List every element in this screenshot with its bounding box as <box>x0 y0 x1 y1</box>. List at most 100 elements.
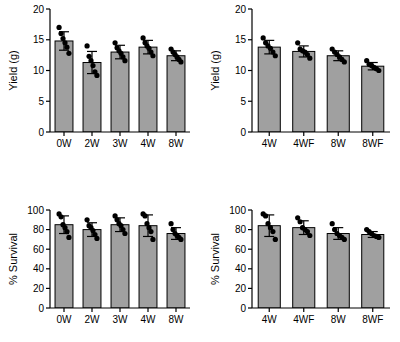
error-cap <box>299 234 309 235</box>
error-cap <box>143 40 153 41</box>
point <box>376 68 381 73</box>
plot-area <box>258 35 384 132</box>
y-tick <box>248 131 252 132</box>
point <box>261 35 266 40</box>
y-tick <box>46 229 50 230</box>
error-cap <box>87 222 97 223</box>
x-tick-label: 0W <box>57 138 73 149</box>
point <box>88 58 93 63</box>
error-cap <box>368 237 378 238</box>
y-tick-label: 20 <box>235 283 247 294</box>
y-tick <box>46 8 50 9</box>
y-tick-label: 5 <box>240 96 246 107</box>
error-cap <box>115 231 125 232</box>
y-tick-label: 10 <box>235 65 247 76</box>
x-tick-label: 4W <box>141 138 157 149</box>
point <box>58 214 63 219</box>
error-line <box>372 63 373 70</box>
x-axis <box>252 131 390 132</box>
error-line <box>175 51 176 61</box>
bar <box>293 51 315 132</box>
point <box>112 40 117 45</box>
y-tick-label: 80 <box>235 224 247 235</box>
plot-area <box>55 25 185 132</box>
error-cap <box>299 45 309 46</box>
x-tick-label: 3W <box>113 314 129 325</box>
error-bar <box>87 223 97 237</box>
point <box>84 217 89 222</box>
error-cap <box>115 45 125 46</box>
x-tick <box>338 132 339 136</box>
error-line <box>91 223 92 237</box>
error-line <box>91 51 92 73</box>
y-tick <box>248 101 252 102</box>
bar <box>111 225 129 308</box>
y-axis-label: Yield (g) <box>7 50 19 91</box>
error-cap <box>143 53 153 54</box>
x-tick <box>91 308 92 312</box>
x-tick-label: 4W <box>262 314 278 325</box>
error-bar <box>171 51 181 61</box>
error-cap <box>87 51 97 52</box>
error-line <box>175 228 176 240</box>
point <box>90 63 95 68</box>
y-tick-label: 0 <box>38 303 44 314</box>
error-bar <box>87 51 97 73</box>
error-line <box>269 215 270 237</box>
error-line <box>338 51 339 61</box>
error-cap <box>299 220 309 221</box>
y-tick-label: 60 <box>235 244 247 255</box>
error-line <box>63 32 64 50</box>
point <box>263 213 268 218</box>
bar <box>139 226 157 308</box>
error-cap <box>171 60 181 61</box>
x-tick <box>147 132 148 136</box>
x-tick <box>119 308 120 312</box>
point <box>142 213 147 218</box>
y-tick <box>248 229 252 230</box>
error-cap <box>264 236 274 237</box>
x-tick <box>269 308 270 312</box>
x-tick <box>269 132 270 136</box>
error-cap <box>87 236 97 237</box>
x-tick <box>303 132 304 136</box>
y-tick-label: 10 <box>33 65 45 76</box>
error-bar <box>171 228 181 240</box>
bar <box>293 228 315 308</box>
y-tick-label: 40 <box>33 263 45 274</box>
error-bar <box>333 51 343 61</box>
y-tick <box>248 288 252 289</box>
y-tick <box>248 209 252 210</box>
error-cap <box>368 231 378 232</box>
point <box>148 229 153 234</box>
point <box>168 221 173 226</box>
bar <box>258 47 280 132</box>
x-tick-label: 4WF <box>293 314 314 325</box>
y-tick <box>248 39 252 40</box>
point <box>84 43 89 48</box>
error-bar <box>299 221 309 235</box>
error-line <box>119 45 120 59</box>
error-bar <box>143 40 153 54</box>
y-tick-label: 80 <box>33 224 45 235</box>
error-cap <box>171 227 181 228</box>
bar <box>167 234 185 308</box>
x-tick-label: 8W <box>169 314 185 325</box>
y-axis <box>49 210 50 308</box>
y-tick-label: 0 <box>240 303 246 314</box>
y-tick <box>46 307 50 308</box>
error-bar <box>59 216 69 234</box>
bar <box>362 66 384 132</box>
x-axis <box>252 307 390 308</box>
error-cap <box>143 214 153 215</box>
y-tick-label: 20 <box>33 4 45 15</box>
error-cap <box>59 233 69 234</box>
error-bar <box>368 63 378 70</box>
x-tick-label: 2W <box>85 138 101 149</box>
x-tick-label: 8W <box>169 138 185 149</box>
error-cap <box>59 31 69 32</box>
error-cap <box>115 217 125 218</box>
error-line <box>303 46 304 57</box>
bar <box>55 225 73 308</box>
point <box>273 237 278 242</box>
